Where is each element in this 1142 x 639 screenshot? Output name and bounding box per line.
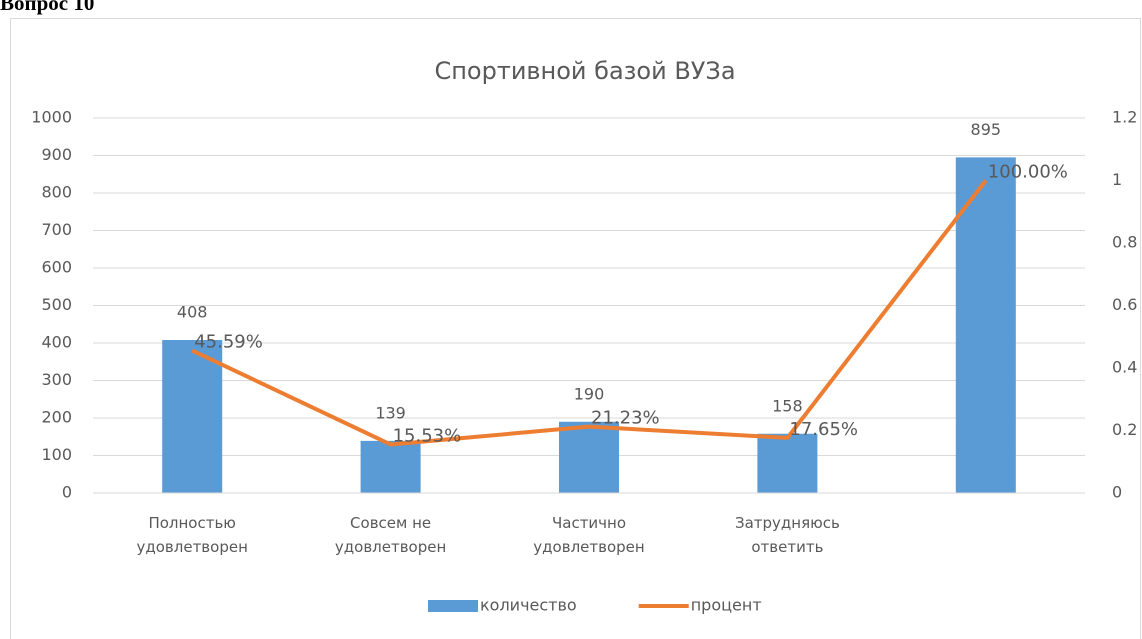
bar [757,433,818,493]
bar [360,440,421,493]
legend-label: количество [480,596,577,615]
chart-title: Спортивной базой ВУЗа [434,57,735,85]
y2-tick-label: 0 [1112,483,1122,502]
bar [955,157,1016,493]
y2-tick-label: 0.4 [1112,358,1137,377]
y-tick-label: 600 [41,258,72,277]
y2-tick-label: 1.2 [1112,108,1137,127]
y-tick-label: 200 [41,408,72,427]
y-tick-label: 800 [41,183,72,202]
data-label: 895 [971,120,1002,139]
bar [559,421,619,493]
line-label: 17.65% [789,419,858,440]
y-tick-label: 100 [41,445,72,464]
y-tick-label: 700 [41,220,72,239]
chart-frame [10,18,1141,639]
heading: Вопрос 10 [0,0,95,15]
y2-tick-label: 1 [1112,170,1122,189]
y-tick-label: 400 [41,333,72,352]
y-tick-label: 1000 [31,108,72,127]
line [191,179,988,447]
legend-swatch [428,600,478,612]
y2-tick-label: 0.6 [1112,295,1137,314]
data-label: 139 [375,403,406,422]
x-tick-label: Затрудняюсь ответить [734,514,840,556]
legend-label: процент [691,596,762,615]
y2-tick-label: 0.2 [1112,420,1137,439]
line-label: 45.59% [194,332,263,353]
x-tick-label: Совсем не удовлетворен [334,514,447,556]
y-tick-label: 500 [41,295,72,314]
x-tick-label: Полностью удовлетворен [136,514,248,556]
line-label: 100.00% [988,162,1068,183]
y2-tick-label: 0.8 [1112,233,1137,252]
x-tick-label: Частично удовлетворен [533,514,645,556]
y-tick-label: 900 [41,145,72,164]
line-label: 21.23% [591,408,660,429]
data-label: 158 [772,396,803,415]
bar [162,340,223,493]
y-tick-label: 0 [62,483,72,502]
y-tick-label: 300 [41,370,72,389]
data-label: 408 [177,303,208,322]
line-label: 15.53% [393,425,462,446]
data-label: 190 [574,384,605,403]
